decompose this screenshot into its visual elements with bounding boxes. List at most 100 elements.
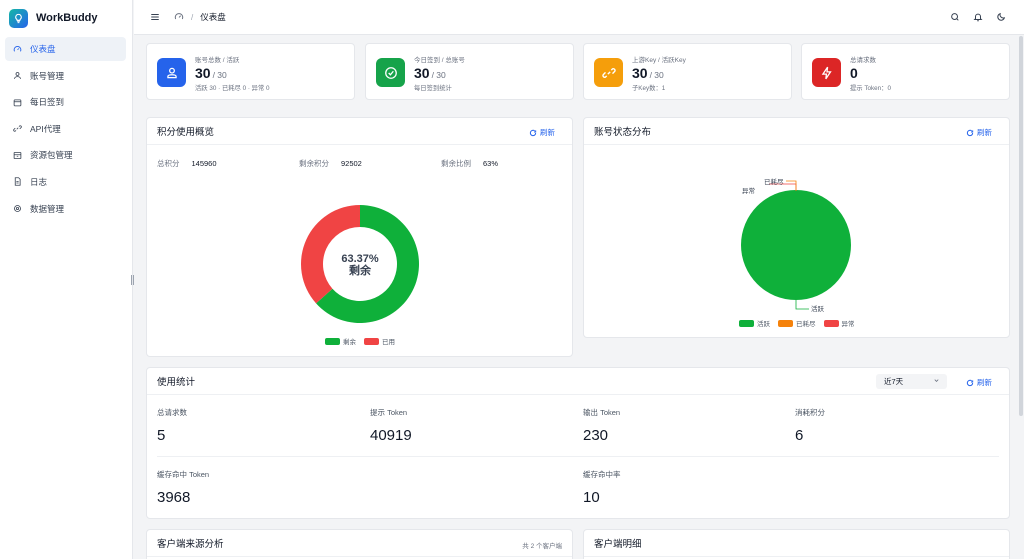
panel-title: 积分使用概览 xyxy=(157,127,215,138)
total-credits-label: 总积分 xyxy=(157,159,180,168)
metric-total-requests: 总请求数 5 xyxy=(157,407,187,444)
breadcrumb-separator: / xyxy=(191,12,194,22)
stat-value: 30/ 30 xyxy=(414,65,446,81)
legend-item-abnormal[interactable]: 异常 xyxy=(823,318,855,328)
stat-value: 30/ 30 xyxy=(195,65,227,81)
refresh-button[interactable]: 刷新 xyxy=(966,377,992,388)
remaining-ratio: 剩余比例 63% xyxy=(441,158,498,169)
sidebar-nav: 仪表盘 账号管理 每日签到 API代理 资源包管理 日志 数据管理 xyxy=(0,37,132,221)
home-icon[interactable] xyxy=(174,12,184,22)
stat-label: 账号总数 / 活跃 xyxy=(195,57,240,64)
refresh-icon xyxy=(529,129,537,136)
refresh-icon xyxy=(966,129,974,136)
credit-donut-chart: 63.37% 剩余 xyxy=(301,205,419,323)
donut-slice-1[interactable] xyxy=(316,205,419,323)
stat-label: 总请求数 xyxy=(850,57,876,64)
refresh-label: 刷新 xyxy=(977,378,992,387)
credit-overview-panel: 积分使用概览 刷新 总积分 145960 剩余积分 92502 剩余比例 63% 63… xyxy=(146,117,573,357)
database-icon xyxy=(13,204,22,213)
donut-slice-2[interactable] xyxy=(301,205,360,304)
account-status-panel: 账号状态分布 刷新 已耗尽 异常 活跃 活跃 已耗尽 异常 xyxy=(583,117,1010,338)
legend-label: 已用 xyxy=(382,339,395,346)
search-icon[interactable] xyxy=(950,12,960,22)
donut-center-label: 剩余 xyxy=(349,263,372,277)
sidebar-item-packages[interactable]: 资源包管理 xyxy=(5,143,126,167)
moon-icon[interactable] xyxy=(996,12,1006,22)
menu-icon[interactable] xyxy=(150,12,160,22)
total-credits: 总积分 145960 xyxy=(157,158,217,169)
sidebar-item-logs[interactable]: 日志 xyxy=(5,170,126,194)
refresh-label: 刷新 xyxy=(977,128,992,137)
stat-sub: 每日签到统计 xyxy=(414,85,452,92)
metric-value: 10 xyxy=(583,489,600,506)
callout-line-exhausted xyxy=(786,180,797,191)
bell-icon[interactable] xyxy=(973,12,983,22)
legend-item-used[interactable]: 已用 xyxy=(364,336,395,346)
legend-swatch xyxy=(364,337,379,345)
stat-sub: 提示 Token：0 xyxy=(850,85,891,92)
panel-title: 客户端明细 xyxy=(594,539,642,550)
legend-label: 已耗尽 xyxy=(796,321,816,328)
user-icon xyxy=(157,58,186,87)
package-icon xyxy=(13,151,22,160)
remaining-credits-value: 92502 xyxy=(341,159,362,168)
check-circle-icon xyxy=(376,58,405,87)
link-icon xyxy=(13,124,22,133)
stat-total: / 30 xyxy=(212,70,227,80)
stat-number: 30 xyxy=(632,65,648,81)
legend-item-remaining[interactable]: 剩余 xyxy=(325,336,356,346)
donut-legend: 剩余 已用 xyxy=(325,336,395,346)
refresh-button[interactable]: 刷新 xyxy=(529,127,555,138)
panel-header: 客户端明细 xyxy=(584,530,1009,557)
pie-slice-1[interactable] xyxy=(741,190,851,300)
sidebar-item-data[interactable]: 数据管理 xyxy=(5,197,126,221)
brand[interactable]: WorkBuddy xyxy=(0,0,132,36)
legend-label: 异常 xyxy=(841,321,855,328)
sidebar-resize-handle[interactable] xyxy=(131,275,134,285)
page-scrollbar[interactable] xyxy=(1019,36,1023,416)
sidebar-item-label: 日志 xyxy=(30,176,48,187)
refresh-label: 刷新 xyxy=(540,128,555,137)
user-icon xyxy=(13,71,22,80)
client-source-panel: 客户端来源分析 共 2 个客户端 xyxy=(146,529,573,559)
metric-label: 消耗积分 xyxy=(795,408,825,417)
sidebar-item-checkin[interactable]: 每日签到 xyxy=(5,90,126,114)
sidebar-item-label: 资源包管理 xyxy=(30,150,73,161)
stat-total: / 30 xyxy=(431,70,446,80)
range-select[interactable]: 近7天 xyxy=(876,374,947,389)
status-legend: 活跃 已耗尽 异常 xyxy=(739,318,855,328)
remaining-ratio-label: 剩余比例 xyxy=(441,159,471,168)
gauge-icon xyxy=(13,45,22,54)
metric-label: 输出 Token xyxy=(583,408,621,417)
sidebar-item-api-proxy[interactable]: API代理 xyxy=(5,117,126,141)
panel-header: 积分使用概览 刷新 xyxy=(147,118,572,145)
total-credits-value: 145960 xyxy=(191,159,217,168)
stat-sub: 活跃 30 · 已耗尽 0 · 异常 0 xyxy=(195,85,270,92)
chevron-down-icon xyxy=(933,374,940,389)
stat-label: 今日签到 / 总账号 xyxy=(414,57,465,64)
remaining-ratio-value: 63% xyxy=(483,159,499,168)
metric-cache-hit-rate: 缓存命中率 10 xyxy=(583,469,621,506)
callout-label-abnormal: 异常 xyxy=(742,186,755,195)
legend-item-exhausted[interactable]: 已耗尽 xyxy=(778,318,816,328)
panel-header: 客户端来源分析 共 2 个客户端 xyxy=(147,530,572,557)
sidebar-item-accounts[interactable]: 账号管理 xyxy=(5,64,126,88)
metric-value: 6 xyxy=(795,427,804,444)
document-icon xyxy=(13,177,22,187)
panel-title: 客户端来源分析 xyxy=(157,539,224,550)
refresh-button[interactable]: 刷新 xyxy=(966,127,992,138)
sidebar-item-label: 数据管理 xyxy=(30,203,65,214)
legend-swatch xyxy=(823,319,839,327)
top-header: / 仪表盘 xyxy=(134,0,1024,35)
donut-center-percent: 63.37% xyxy=(341,253,379,265)
calendar-icon xyxy=(13,98,22,107)
sidebar: WorkBuddy 仪表盘 账号管理 每日签到 API代理 资源包管理 日志 xyxy=(0,0,133,559)
lightbulb-icon xyxy=(9,8,28,28)
refresh-icon xyxy=(966,379,974,386)
sidebar-item-label: 仪表盘 xyxy=(30,44,56,54)
sidebar-item-label: 账号管理 xyxy=(30,70,65,81)
legend-item-active[interactable]: 活跃 xyxy=(739,318,770,328)
legend-swatch xyxy=(325,337,340,345)
metric-label: 提示 Token xyxy=(370,408,408,417)
sidebar-item-dashboard[interactable]: 仪表盘 xyxy=(5,37,126,61)
